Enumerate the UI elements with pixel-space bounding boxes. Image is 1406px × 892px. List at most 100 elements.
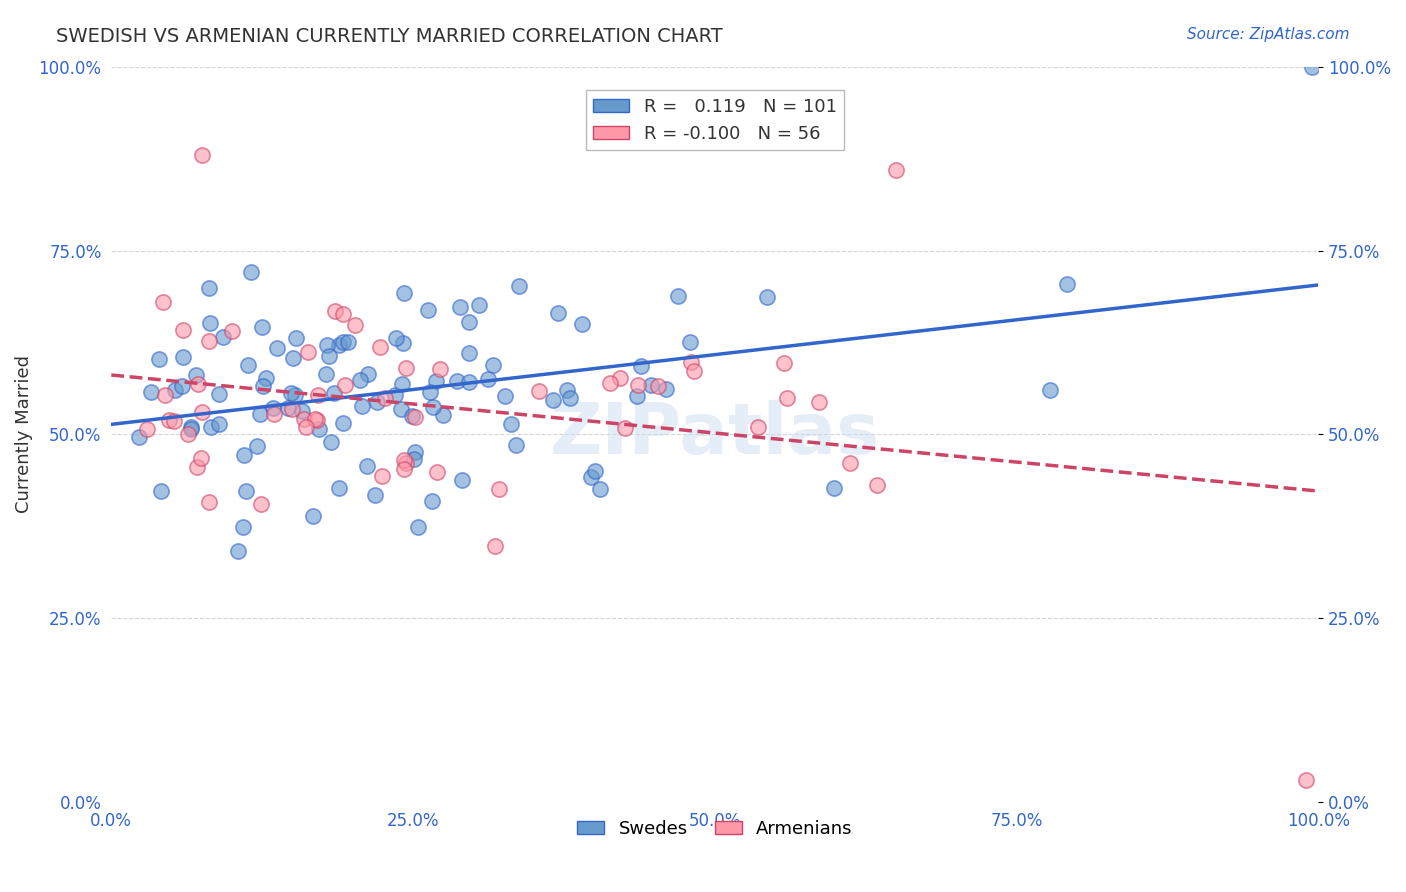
Point xyxy=(252,379,274,393)
Point xyxy=(276,401,298,416)
Point xyxy=(482,358,505,372)
Point xyxy=(226,544,249,558)
Point xyxy=(571,318,593,332)
Point xyxy=(141,385,163,400)
Point xyxy=(589,483,612,497)
Point xyxy=(555,383,578,397)
Point xyxy=(238,359,260,373)
Point xyxy=(823,481,845,495)
Point xyxy=(419,384,441,399)
Point xyxy=(191,148,214,162)
Point xyxy=(401,409,423,423)
Point xyxy=(416,302,439,317)
Point xyxy=(773,356,796,370)
Point xyxy=(384,388,406,402)
Point xyxy=(647,379,669,393)
Point xyxy=(281,401,304,416)
Point xyxy=(328,481,350,495)
Point xyxy=(245,439,267,453)
Point xyxy=(157,413,180,427)
Point xyxy=(356,458,378,473)
Point xyxy=(681,355,703,369)
Point xyxy=(527,384,550,398)
Point xyxy=(404,410,426,425)
Point xyxy=(266,341,288,355)
Point xyxy=(1301,60,1323,74)
Point xyxy=(180,422,202,436)
Point xyxy=(332,334,354,349)
Point xyxy=(148,351,170,366)
Point xyxy=(370,469,392,483)
Point xyxy=(155,388,177,402)
Point xyxy=(197,281,219,295)
Point xyxy=(1056,277,1078,291)
Point xyxy=(755,291,778,305)
Point xyxy=(128,430,150,444)
Point xyxy=(389,402,412,417)
Point xyxy=(198,334,221,348)
Point xyxy=(581,470,603,484)
Point xyxy=(406,520,429,534)
Point xyxy=(249,497,271,511)
Point xyxy=(295,419,318,434)
Point xyxy=(627,377,650,392)
Point xyxy=(302,509,325,524)
Point xyxy=(370,340,392,354)
Point xyxy=(321,435,343,450)
Point xyxy=(197,495,219,509)
Point xyxy=(560,391,582,405)
Point xyxy=(332,416,354,430)
Point xyxy=(184,368,207,383)
Point xyxy=(297,344,319,359)
Point xyxy=(208,386,231,401)
Point xyxy=(865,478,887,492)
Point xyxy=(280,385,302,400)
Point xyxy=(808,395,831,409)
Point xyxy=(322,386,344,401)
Point xyxy=(198,316,221,330)
Point xyxy=(392,335,415,350)
Point xyxy=(352,399,374,413)
Point xyxy=(328,337,350,351)
Point xyxy=(263,407,285,421)
Point xyxy=(221,324,243,338)
Point xyxy=(385,331,408,345)
Point xyxy=(305,412,328,426)
Point xyxy=(404,452,426,467)
Point xyxy=(190,450,212,465)
Point xyxy=(239,265,262,279)
Point xyxy=(541,392,564,407)
Point xyxy=(291,404,314,418)
Point xyxy=(232,449,254,463)
Point xyxy=(392,462,415,476)
Point xyxy=(333,377,356,392)
Point xyxy=(177,427,200,442)
Point xyxy=(422,400,444,414)
Point xyxy=(458,346,481,360)
Point xyxy=(477,372,499,386)
Point xyxy=(683,364,706,378)
Text: ZIPatlas: ZIPatlas xyxy=(550,400,880,469)
Point xyxy=(304,412,326,426)
Point xyxy=(315,368,337,382)
Point xyxy=(172,350,194,364)
Point xyxy=(655,382,678,396)
Point xyxy=(190,405,212,419)
Point xyxy=(366,395,388,409)
Point xyxy=(316,338,339,352)
Point xyxy=(172,323,194,337)
Point xyxy=(308,422,330,436)
Point xyxy=(187,376,209,391)
Point xyxy=(162,414,184,428)
Point xyxy=(505,438,527,452)
Point xyxy=(1038,383,1060,397)
Point xyxy=(318,349,340,363)
Point xyxy=(404,445,426,459)
Point xyxy=(446,374,468,388)
Text: SWEDISH VS ARMENIAN CURRENTLY MARRIED CORRELATION CHART: SWEDISH VS ARMENIAN CURRENTLY MARRIED CO… xyxy=(56,27,723,45)
Point xyxy=(776,391,799,405)
Point xyxy=(839,456,862,470)
Point xyxy=(499,417,522,431)
Point xyxy=(149,483,172,498)
Point xyxy=(254,371,277,385)
